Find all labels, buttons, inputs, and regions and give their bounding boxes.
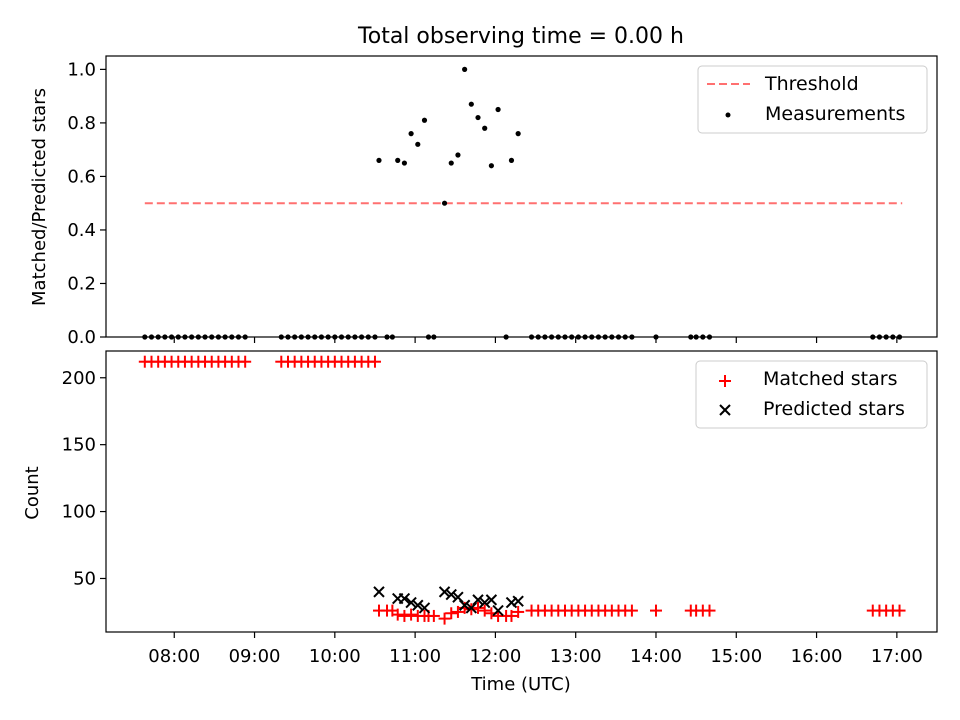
legend-predicted-swatch	[719, 404, 731, 416]
count-x-ticks: 08:00 09:00 10:00 11:00 12:00 13:00 14:00 15:00…	[148, 632, 923, 667]
predicted-star-point	[438, 586, 451, 598]
x-axis-label: Time (UTC)	[470, 674, 571, 695]
x-tick-label: 09:00	[229, 646, 281, 667]
x-tick-label: 17:00	[871, 646, 923, 667]
count-legend-box	[695, 360, 928, 429]
measurement-point	[455, 152, 461, 158]
count-points-layer	[138, 355, 906, 625]
x-tick-label: 08:00	[148, 646, 200, 667]
measurement-point	[395, 157, 401, 163]
matched-star-point	[445, 607, 458, 620]
count-y-tick-label: 150	[62, 435, 96, 456]
matched-star-point	[405, 608, 418, 621]
ratio-y-tick-label: 0.0	[67, 327, 96, 348]
legend-threshold-label: Threshold	[764, 73, 859, 95]
predicted-star-point	[472, 594, 484, 606]
predicted-star-point	[373, 586, 385, 598]
ratio-y-tick-label: 1.0	[67, 59, 96, 80]
measurement-point	[488, 163, 494, 169]
count-panel: 50 100 150 200 08:00 09:00 10:00 11:00 12:00 13:…	[22, 350, 938, 695]
figure-title: Total observing time = 0.00 h	[357, 24, 684, 49]
predicted-star-point	[492, 604, 504, 617]
measurement-point	[401, 160, 408, 166]
legend-matched-label: Matched stars	[763, 368, 897, 390]
predicted-star-point	[412, 599, 424, 611]
predicted-star-point	[398, 592, 411, 605]
x-tick-label: 12:00	[469, 646, 521, 667]
ratio-legend-box	[697, 65, 928, 134]
legend-matched-swatch	[719, 375, 731, 387]
matched-star-point	[478, 604, 491, 617]
matched-star-point	[451, 605, 464, 618]
ratio-legend: Threshold Measurements	[697, 65, 928, 134]
ratio-y-tick-label: 0.8	[67, 113, 96, 134]
measurement-point	[482, 125, 488, 131]
x-tick-label: 13:00	[550, 646, 602, 667]
matched-star-point	[703, 604, 716, 617]
measurement-point	[415, 141, 421, 147]
x-tick-label: 14:00	[630, 646, 682, 667]
count-y-ticks: 50 100 150 200	[62, 368, 106, 589]
ratio-y-axis-label: Matched/Predicted stars	[29, 88, 50, 306]
predicted-star-point	[445, 588, 457, 601]
matched-star-point	[239, 355, 252, 368]
measurement-point	[421, 117, 428, 123]
legend-measurements-label: Measurements	[765, 103, 905, 125]
legend-measurements-swatch	[725, 112, 731, 118]
ratio-plot-frame	[105, 55, 938, 338]
x-tick-label: 16:00	[791, 646, 843, 667]
matched-star-point	[398, 609, 411, 622]
count-plot-frame	[105, 350, 938, 633]
matched-star-point	[472, 601, 485, 614]
ratio-y-tick-label: 0.2	[67, 273, 96, 294]
predicted-star-point	[405, 596, 417, 609]
predicted-star-point	[458, 599, 471, 611]
ratio-y-tick-label: 0.6	[67, 166, 96, 187]
predicted-star-point	[478, 596, 491, 609]
x-tick-label: 15:00	[710, 646, 762, 667]
count-legend: Matched stars Predicted stars	[695, 360, 928, 429]
predicted-star-point	[418, 602, 431, 614]
matched-star-point	[391, 608, 404, 621]
matched-star-point	[438, 612, 451, 625]
ratio-x-ticks	[173, 337, 898, 343]
measurement-point	[441, 200, 448, 206]
legend-predicted-label: Predicted stars	[763, 398, 905, 420]
matched-star-point	[505, 609, 518, 622]
ratio-y-ticks: 0.0 0.2 0.4 0.6 0.8 1.0	[67, 59, 106, 348]
predicted-star-point	[485, 594, 498, 606]
measurement-point	[475, 114, 481, 121]
matched-star-point	[625, 604, 638, 617]
x-tick-label: 11:00	[389, 646, 441, 667]
x-tick-label: 10:00	[309, 646, 361, 667]
matched-star-point	[368, 355, 381, 368]
measurement-point	[515, 131, 521, 137]
count-y-tick-label: 50	[73, 568, 96, 589]
measurement-point	[448, 160, 454, 166]
count-y-axis-label: Count	[22, 466, 43, 519]
measurement-point	[495, 106, 501, 113]
measurement-point	[376, 157, 382, 163]
ratio-panel: 0.0 0.2 0.4 0.6 0.8 1.0 Matched/Predicted sta…	[29, 55, 938, 348]
matched-star-point	[649, 604, 662, 617]
measurement-point	[462, 66, 468, 72]
ratio-y-tick-label: 0.4	[67, 220, 96, 241]
matched-star-point	[893, 604, 906, 617]
matched-star-point	[427, 609, 440, 622]
count-y-tick-label: 200	[62, 368, 96, 389]
predicted-star-point	[512, 595, 524, 607]
measurement-point	[408, 131, 414, 137]
matched-star-point	[512, 605, 525, 618]
count-y-tick-label: 100	[62, 502, 96, 523]
measurement-point	[508, 157, 515, 163]
measurement-point	[468, 101, 474, 107]
